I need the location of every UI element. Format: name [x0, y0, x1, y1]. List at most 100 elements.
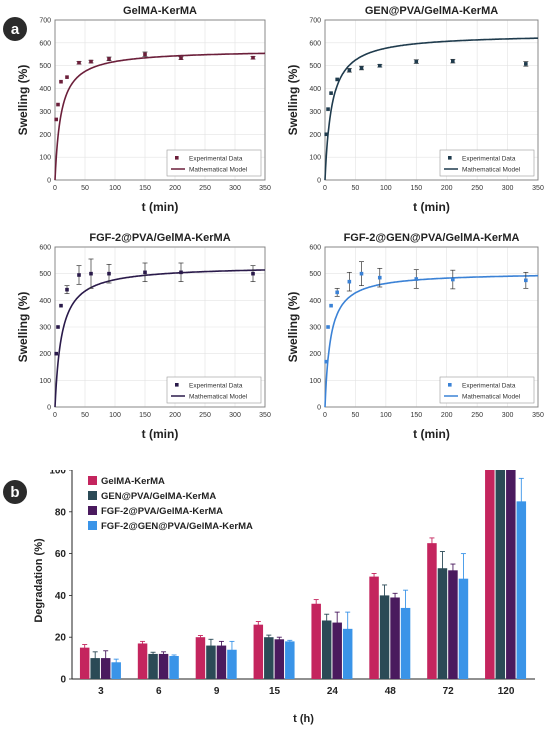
data-point [335, 77, 339, 82]
data-point [143, 270, 147, 275]
data-point [89, 271, 93, 276]
data-point [451, 59, 455, 63]
swelling-plot-3: 0 100 200 300 400 500 600 0 50 100 150 200 250 300 350… [16, 232, 271, 441]
degradation-bar [427, 543, 437, 679]
plot-frame [324, 246, 539, 408]
degradation-bar [332, 622, 342, 679]
x-tick-label: 300 [229, 412, 241, 419]
y-tick-label: 500 [39, 271, 51, 278]
data-point [77, 273, 81, 277]
x-tick-label: 300 [502, 412, 514, 419]
y-axis-label: Swelling (%) [16, 65, 30, 136]
x-tick-label: 6 [156, 686, 162, 697]
degradation-bar [274, 639, 285, 679]
x-tick-label: 120 [498, 686, 515, 697]
legend-points-label: Experimental Data [189, 383, 243, 390]
y-tick-label: 100 [309, 155, 321, 162]
model-curve [324, 274, 538, 408]
x-tick-label: 350 [532, 412, 544, 419]
degradation-chart: b 0 20 40 60 80 100 3 6 9 15 24 48 72 120 t (h) Degrada… [3, 466, 535, 725]
degradation-bar [400, 607, 411, 679]
degradation-bar [195, 637, 206, 679]
x-tick-label: 350 [259, 185, 271, 192]
legend-label: FGF-2@GEN@PVA/GelMA-KerMA [101, 521, 253, 532]
data-point [377, 275, 382, 280]
y-tick-label: 0 [47, 405, 51, 412]
y-tick-label: 500 [309, 63, 321, 70]
y-tick-label: 0 [60, 675, 66, 686]
panel-a-label: a [11, 21, 20, 38]
panel-b-badge [3, 480, 27, 504]
x-tick-label: 250 [199, 185, 211, 192]
data-point [359, 66, 364, 70]
y-tick-label: 400 [309, 298, 321, 305]
x-tick-label: 350 [532, 185, 544, 192]
plot-title: FGF-2@PVA/GelMA-KerMA [89, 232, 230, 244]
x-tick-label: 250 [199, 412, 211, 419]
data-point [359, 271, 364, 276]
legend-label: GelMA-KerMA [101, 476, 165, 487]
degradation-bar [169, 656, 179, 679]
x-tick-label: 9 [214, 686, 220, 697]
data-point [324, 132, 329, 137]
x-tick-label: 200 [169, 185, 181, 192]
legend-points-label: Experimental Data [462, 156, 516, 163]
plot-frame [54, 246, 266, 408]
legend-box [166, 149, 262, 177]
plot-frame [324, 19, 539, 181]
degradation-bar [516, 501, 527, 679]
data-point [251, 55, 255, 60]
x-tick-label: 150 [410, 412, 422, 419]
swelling-plot-1: 0 100 200 300 400 500 600 700 0 50 100 150 200 250 300… [16, 5, 271, 214]
y-tick-label: 500 [309, 271, 321, 278]
y-axis-label: Swelling (%) [286, 65, 300, 136]
x-tick-label: 50 [81, 185, 89, 192]
degradation-bar [79, 647, 90, 679]
degradation-bar [285, 641, 295, 679]
y-tick-label: 200 [309, 132, 321, 139]
data-point [347, 68, 352, 73]
y-tick-label: 100 [309, 378, 321, 385]
data-point [326, 325, 330, 329]
data-point [326, 107, 330, 111]
degradation-bar [216, 645, 227, 679]
data-point [324, 359, 329, 364]
y-tick-label: 500 [39, 63, 51, 70]
y-tick-label: 600 [39, 245, 51, 252]
data-point [54, 117, 58, 122]
x-tick-label: 72 [443, 686, 455, 697]
data-point [329, 303, 333, 308]
y-tick-label: 100 [39, 378, 51, 385]
x-tick-label: 100 [380, 412, 392, 419]
data-point [59, 79, 63, 84]
data-point [56, 102, 60, 107]
degradation-bar [206, 645, 216, 679]
x-tick-label: 0 [323, 412, 327, 419]
x-tick-label: 250 [471, 185, 483, 192]
data-point [414, 277, 419, 281]
x-tick-label: 50 [81, 412, 89, 419]
y-tick-label: 0 [317, 405, 321, 412]
y-tick-label: 600 [309, 40, 321, 47]
y-axis-label: Swelling (%) [286, 292, 300, 363]
degradation-bar [495, 470, 506, 679]
y-tick-label: 100 [39, 155, 51, 162]
x-axis-label: t (min) [142, 427, 179, 441]
data-point [54, 351, 58, 356]
legend-box [439, 376, 535, 404]
legend-swatch [88, 521, 97, 530]
data-point [451, 277, 455, 282]
plot-title: GelMA-KerMA [123, 5, 197, 17]
x-tick-label: 250 [471, 412, 483, 419]
data-point [335, 290, 339, 295]
y-tick-label: 80 [55, 507, 67, 518]
plot-frame [54, 19, 266, 181]
legend-box [439, 149, 535, 177]
x-tick-label: 350 [259, 412, 271, 419]
legend-point-marker [175, 383, 179, 387]
legend-line-label: Mathematical Model [462, 394, 521, 401]
y-tick-label: 400 [309, 86, 321, 93]
degradation-bar [111, 662, 121, 679]
data-point [107, 57, 111, 61]
